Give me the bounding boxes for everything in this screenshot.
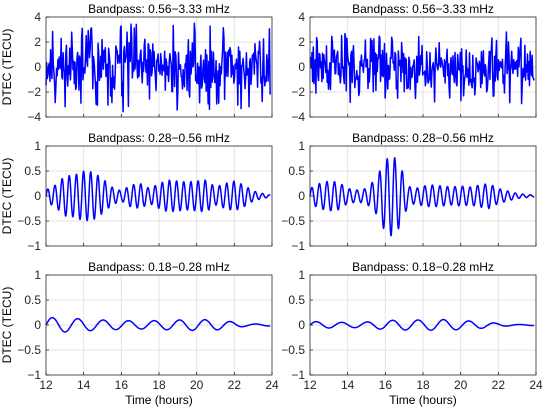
subplot-title: Bandpass: 0.56−3.33 mHz — [88, 2, 230, 16]
y-tick-label: −0.5 — [17, 343, 41, 357]
subplot-title: Bandpass: 0.56−3.33 mHz — [352, 2, 494, 16]
x-tick-label: 22 — [492, 378, 506, 392]
subplot-r3c1: 12 14 16 18 20 22 24 −1 −0.5 0 0.5 1 Bandpass: 0.18−… — [0, 260, 279, 407]
series-line-dtec — [309, 157, 535, 237]
subplot-r2c2: −1 −0.5 0 0.5 1 Bandpass: 0.28−0.56 mHz — [281, 131, 537, 253]
x-axis-label: Time (hours) — [125, 393, 193, 407]
y-tick-label: −1 — [27, 239, 41, 253]
y-tick-label: 1 — [298, 268, 305, 282]
y-tick-label: 0.5 — [288, 164, 305, 178]
x-axis-label: Time (hours) — [389, 393, 457, 407]
subplot-title: Bandpass: 0.28−0.56 mHz — [88, 131, 230, 145]
y-tick-label: 0 — [298, 318, 305, 332]
subplot-r2c1: −1 −0.5 0 0.5 1 Bandpass: 0.28−0.56 mHz DTEC (… — [0, 131, 273, 253]
y-tick-label: −2 — [27, 85, 41, 99]
x-tick-label: 14 — [77, 378, 91, 392]
subplot-r3c2: 12 14 16 18 20 22 24 −1 −0.5 0 0.5 1 Bandpass: 0.18−… — [281, 260, 543, 407]
y-tick-label: −4 — [291, 110, 305, 124]
series-line-dtec — [309, 318, 535, 331]
subplot-title: Bandpass: 0.18−0.28 mHz — [88, 260, 230, 274]
y-tick-label: 0 — [34, 189, 41, 203]
y-tick-label: 0 — [34, 60, 41, 74]
y-axis-label: DTEC (TECU) — [0, 287, 14, 364]
y-axis-label: DTEC (TECU) — [0, 29, 14, 106]
x-tick-label: 16 — [115, 378, 129, 392]
x-tick-label: 24 — [529, 378, 543, 392]
y-tick-label: −1 — [291, 239, 305, 253]
y-tick-label: 4 — [298, 10, 305, 24]
y-tick-label: −1 — [27, 368, 41, 382]
subplot-r1c1: −4 −2 0 2 4 Bandpass: 0.56−3.33 mHz DTEC (TECU… — [0, 2, 273, 124]
y-tick-label: 1 — [298, 139, 305, 153]
series-line-dtec — [45, 22, 271, 113]
y-tick-label: −0.5 — [281, 343, 305, 357]
x-tick-label: 24 — [265, 378, 279, 392]
series-line-dtec — [45, 316, 271, 333]
y-tick-label: −0.5 — [281, 214, 305, 228]
x-tick-label: 20 — [190, 378, 204, 392]
x-tick-label: 20 — [454, 378, 468, 392]
x-tick-label: 12 — [303, 378, 317, 392]
y-axis-label: DTEC (TECU) — [0, 158, 14, 235]
y-tick-label: 0 — [298, 60, 305, 74]
y-tick-label: 0.5 — [24, 164, 41, 178]
subplot-r1c2: −4 −2 0 2 4 Bandpass: 0.56−3.33 mHz — [291, 2, 537, 124]
y-tick-label: 0.5 — [24, 293, 41, 307]
x-tick-label: 12 — [39, 378, 53, 392]
y-tick-label: 2 — [34, 35, 41, 49]
x-tick-label: 22 — [228, 378, 242, 392]
x-tick-label: 16 — [379, 378, 393, 392]
y-tick-label: 0 — [298, 189, 305, 203]
x-tick-label: 18 — [416, 378, 430, 392]
subplot-title: Bandpass: 0.28−0.56 mHz — [352, 131, 494, 145]
y-tick-label: −4 — [27, 110, 41, 124]
y-tick-label: 1 — [34, 139, 41, 153]
y-tick-label: 1 — [34, 268, 41, 282]
y-tick-label: −2 — [291, 85, 305, 99]
series-line-dtec — [309, 31, 535, 105]
y-tick-label: −0.5 — [17, 214, 41, 228]
y-tick-label: 0 — [34, 318, 41, 332]
y-tick-label: 0.5 — [288, 293, 305, 307]
y-tick-label: 4 — [34, 10, 41, 24]
y-tick-label: −1 — [291, 368, 305, 382]
series-line-dtec — [45, 170, 271, 222]
x-tick-label: 14 — [341, 378, 355, 392]
x-tick-label: 18 — [152, 378, 166, 392]
y-tick-label: 2 — [298, 35, 305, 49]
subplot-title: Bandpass: 0.18−0.28 mHz — [352, 260, 494, 274]
